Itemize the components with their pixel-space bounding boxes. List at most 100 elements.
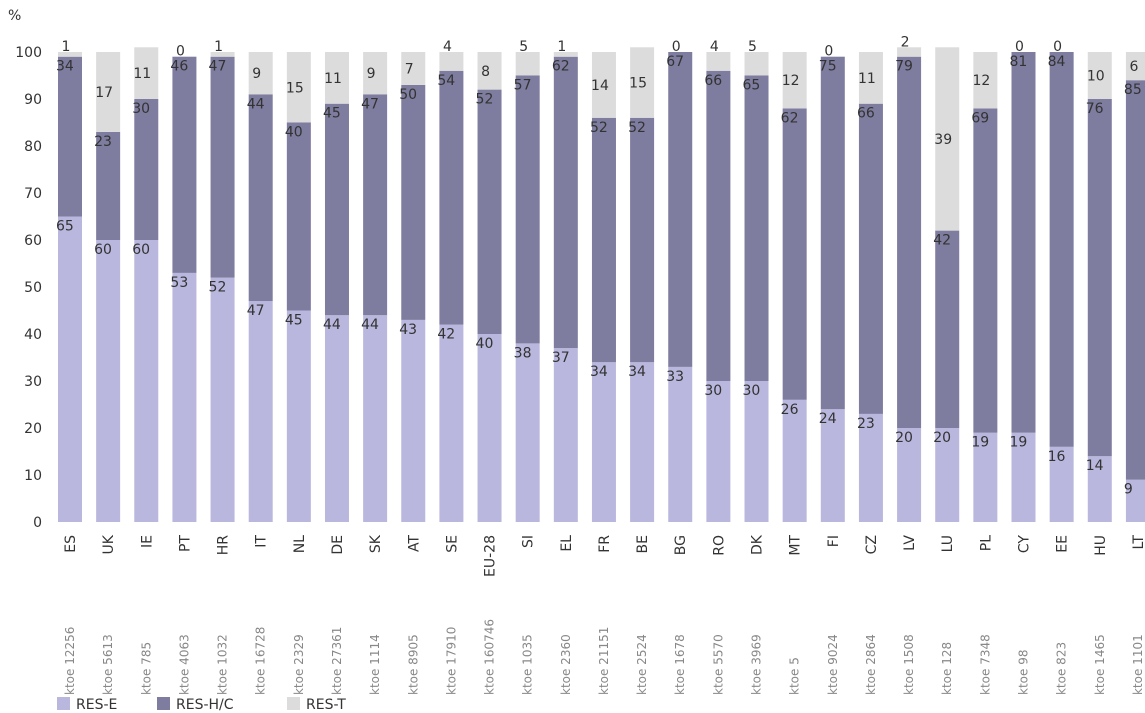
value-label: 11 <box>324 71 342 87</box>
x-sublabel: ktoe 1114 <box>368 634 382 695</box>
value-label: 47 <box>361 96 379 112</box>
x-sublabel: ktoe 1101 <box>1131 634 1145 695</box>
bar-segment <box>744 52 769 76</box>
bar-segment <box>248 52 273 95</box>
x-tick-label: EE <box>1055 535 1071 553</box>
bar-segment <box>897 56 922 428</box>
value-label: 0 <box>1053 39 1062 55</box>
bar-segment <box>973 432 998 522</box>
value-label: 26 <box>781 402 799 418</box>
value-label: 50 <box>399 87 417 103</box>
x-tick-label: EL <box>559 535 575 552</box>
value-label: 62 <box>552 59 570 75</box>
value-label: 34 <box>590 364 608 380</box>
value-label: 15 <box>286 80 304 96</box>
value-label: 52 <box>628 120 646 136</box>
bar-segment <box>439 52 464 71</box>
value-label: 11 <box>133 66 151 82</box>
value-label: 17 <box>95 85 113 101</box>
value-label: 9 <box>367 66 376 82</box>
x-tick-label: CY <box>1017 535 1033 554</box>
value-label: 46 <box>170 59 188 75</box>
bar-segment <box>248 94 273 302</box>
x-tick-label: EU-28 <box>483 535 499 577</box>
x-sublabel: ktoe 5 <box>788 657 802 695</box>
y-tick-label: 100 <box>15 45 42 61</box>
x-sublabel: ktoe 1035 <box>521 634 535 695</box>
value-label: 52 <box>590 120 608 136</box>
bar-segment <box>1011 52 1036 433</box>
x-tick-label: FI <box>826 535 842 547</box>
bar-segment <box>630 47 655 118</box>
bar-segment <box>363 315 388 522</box>
x-tick-label: DK <box>750 534 766 555</box>
bar-segment <box>744 75 769 381</box>
value-label: 62 <box>781 110 799 126</box>
x-sublabel: ktoe 2360 <box>559 634 573 695</box>
value-label: 0 <box>1015 39 1024 55</box>
bar-segment <box>1125 479 1145 522</box>
bar-segment <box>820 56 845 410</box>
x-sublabel: ktoe 823 <box>1055 642 1069 695</box>
x-tick-label: LV <box>902 535 918 551</box>
value-label: 2 <box>901 34 910 50</box>
bar-segment <box>782 399 807 522</box>
value-label: 0 <box>176 44 185 60</box>
value-label: 12 <box>782 73 800 89</box>
bar-segment <box>935 230 960 428</box>
x-sublabel: ktoe 785 <box>139 642 153 695</box>
value-label: 44 <box>247 96 265 112</box>
value-label: 65 <box>743 78 761 94</box>
legend-label: RES-T <box>306 697 346 713</box>
y-tick-label: 40 <box>24 327 42 343</box>
x-sublabel: ktoe 5570 <box>711 634 725 695</box>
bar-segment <box>553 56 578 349</box>
y-tick-label: 60 <box>24 233 42 249</box>
bar-segment <box>286 310 311 522</box>
value-label: 60 <box>94 242 112 258</box>
value-label: 14 <box>1086 458 1104 474</box>
value-label: 34 <box>628 364 646 380</box>
value-label: 1 <box>62 39 71 55</box>
bar-segment <box>172 56 197 273</box>
x-tick-label: SE <box>444 535 460 553</box>
value-label: 53 <box>170 275 188 291</box>
value-label: 4 <box>710 39 719 55</box>
value-label: 39 <box>934 132 952 148</box>
bar-segment <box>58 216 82 522</box>
value-label: 23 <box>94 134 112 150</box>
x-tick-label: HU <box>1093 535 1109 556</box>
bar-segment <box>1087 456 1112 522</box>
value-label: 12 <box>972 73 990 89</box>
x-tick-label: HR <box>216 535 232 556</box>
bar-segment <box>134 99 159 240</box>
bar-segment <box>172 272 197 522</box>
bar-segment <box>591 52 616 118</box>
bar-segment <box>477 89 502 334</box>
bar-segment <box>401 84 426 320</box>
bar-segment <box>706 70 731 382</box>
value-label: 4 <box>443 39 452 55</box>
y-tick-label: 70 <box>24 186 42 202</box>
bar-segment <box>782 52 807 109</box>
bar-segment <box>515 343 540 522</box>
bar-segment <box>706 52 731 71</box>
bar-segment <box>973 52 998 109</box>
bar-segment <box>630 117 655 363</box>
bar-segment <box>858 103 883 414</box>
bar-segment <box>630 362 655 522</box>
value-label: 45 <box>285 313 303 329</box>
value-label: 40 <box>476 336 494 352</box>
x-sublabel: ktoe 4063 <box>177 634 191 695</box>
bar-segment <box>1011 432 1036 522</box>
x-tick-label: CZ <box>864 535 880 554</box>
bar-segment <box>96 52 121 132</box>
value-label: 5 <box>748 39 757 55</box>
value-label: 42 <box>933 233 951 249</box>
x-sublabel: ktoe 16728 <box>254 627 268 695</box>
value-label: 9 <box>252 66 261 82</box>
x-sublabel: ktoe 1465 <box>1093 634 1107 695</box>
x-tick-label: BG <box>673 535 689 555</box>
bar-segment <box>401 52 426 85</box>
value-label: 33 <box>666 369 684 385</box>
